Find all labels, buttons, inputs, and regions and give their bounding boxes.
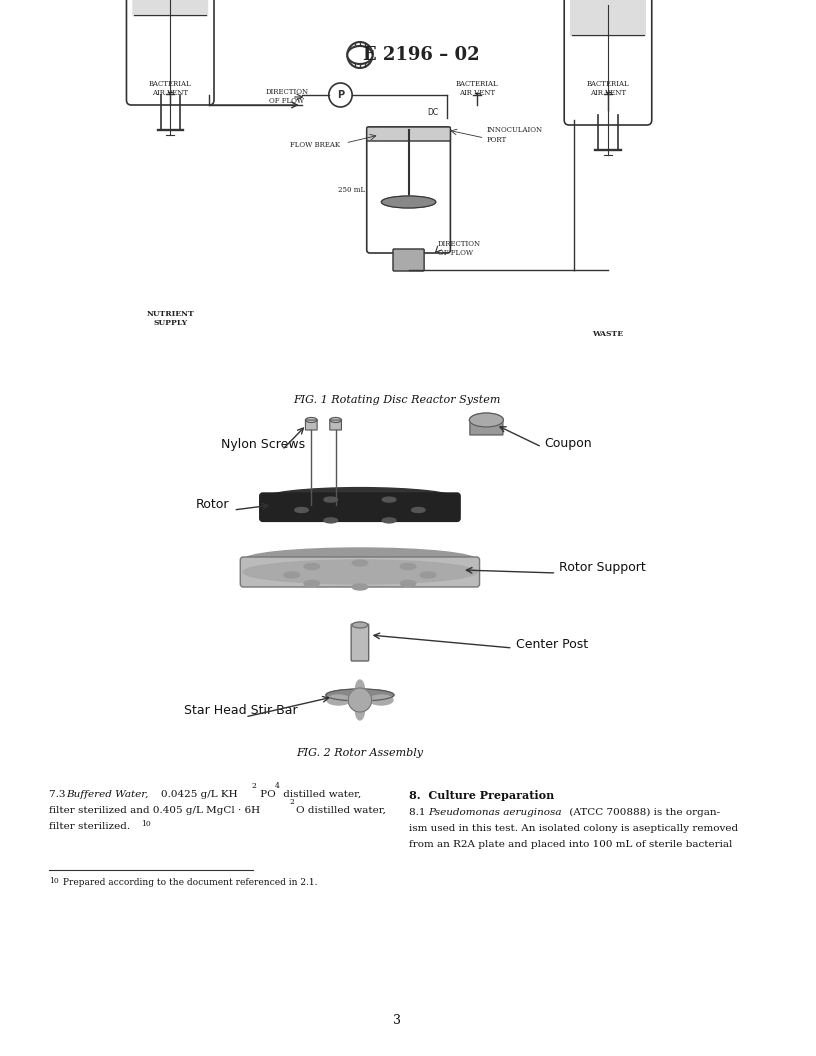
Ellipse shape: [381, 196, 436, 208]
Text: Buffered Water,: Buffered Water,: [66, 790, 152, 799]
Ellipse shape: [420, 572, 436, 578]
Text: Coupon: Coupon: [545, 437, 592, 450]
Text: NUTRIENT
SUPPLY: NUTRIENT SUPPLY: [146, 310, 194, 327]
Ellipse shape: [263, 488, 457, 510]
Text: Pseudomonas aeruginosa: Pseudomonas aeruginosa: [428, 808, 561, 817]
Ellipse shape: [353, 560, 368, 566]
Text: from an R2A plate and placed into 100 mL of sterile bacterial: from an R2A plate and placed into 100 mL…: [409, 840, 732, 849]
Text: 10: 10: [49, 876, 59, 885]
Text: DIRECTION
OF FLOW: DIRECTION OF FLOW: [437, 240, 481, 258]
Text: FIG. 1 Rotating Disc Reactor System: FIG. 1 Rotating Disc Reactor System: [293, 395, 500, 406]
FancyBboxPatch shape: [570, 0, 646, 37]
Ellipse shape: [324, 517, 338, 523]
Text: distilled water,: distilled water,: [280, 790, 361, 799]
Ellipse shape: [330, 417, 341, 422]
Ellipse shape: [305, 417, 317, 422]
Text: Rotor: Rotor: [195, 498, 228, 511]
Text: Star Head Stir Bar: Star Head Stir Bar: [184, 703, 298, 717]
Text: 2: 2: [251, 782, 256, 790]
Text: WASTE: WASTE: [592, 329, 623, 338]
Text: Center Post: Center Post: [516, 639, 588, 652]
Text: FIG. 2 Rotor Assembly: FIG. 2 Rotor Assembly: [296, 748, 424, 758]
Text: O distilled water,: O distilled water,: [295, 806, 386, 815]
Ellipse shape: [383, 497, 396, 502]
Text: Prepared according to the document referenced in 2.1.: Prepared according to the document refer…: [60, 878, 317, 887]
FancyBboxPatch shape: [470, 421, 503, 435]
Ellipse shape: [401, 564, 416, 569]
Ellipse shape: [263, 496, 457, 518]
Ellipse shape: [243, 560, 477, 584]
Text: 2: 2: [290, 798, 295, 806]
Ellipse shape: [324, 497, 338, 502]
Ellipse shape: [327, 695, 350, 705]
Text: BACTERIAL
AIR VENT: BACTERIAL AIR VENT: [587, 80, 629, 97]
Text: BACTERIAL
AIR VENT: BACTERIAL AIR VENT: [149, 80, 192, 97]
Text: PO: PO: [257, 790, 276, 799]
Ellipse shape: [326, 689, 394, 701]
FancyBboxPatch shape: [305, 420, 317, 430]
Ellipse shape: [401, 581, 416, 586]
Text: (ATCC 700888) is the organ-: (ATCC 700888) is the organ-: [566, 808, 721, 817]
FancyBboxPatch shape: [126, 0, 214, 105]
Text: Rotor Support: Rotor Support: [559, 562, 646, 574]
Text: filter sterilized and 0.405 g/L MgCl · 6H: filter sterilized and 0.405 g/L MgCl · 6…: [49, 806, 259, 815]
Text: 10: 10: [141, 821, 151, 828]
FancyBboxPatch shape: [351, 624, 369, 661]
Text: 8.  Culture Preparation: 8. Culture Preparation: [409, 790, 554, 802]
Text: Nylon Screws: Nylon Screws: [220, 438, 304, 451]
Text: 8.1: 8.1: [409, 808, 432, 817]
Text: FLOW BREAK: FLOW BREAK: [290, 142, 340, 149]
Text: 4: 4: [275, 782, 280, 790]
Text: DC: DC: [428, 108, 438, 117]
Ellipse shape: [243, 548, 477, 572]
Ellipse shape: [353, 622, 368, 628]
Circle shape: [348, 689, 371, 712]
Ellipse shape: [304, 564, 320, 569]
Text: E 2196 – 02: E 2196 – 02: [363, 46, 480, 64]
Ellipse shape: [383, 517, 396, 523]
Text: P: P: [337, 90, 344, 100]
Text: INNOCULAION
PORT: INNOCULAION PORT: [486, 127, 543, 144]
Text: ism used in this test. An isolated colony is aseptically removed: ism used in this test. An isolated colon…: [409, 824, 738, 833]
Ellipse shape: [355, 680, 365, 704]
FancyBboxPatch shape: [366, 127, 450, 253]
Ellipse shape: [284, 572, 299, 578]
Text: BACTERIAL
AIR VENT: BACTERIAL AIR VENT: [455, 80, 498, 97]
Ellipse shape: [304, 581, 320, 586]
Text: 250 mL: 250 mL: [338, 186, 365, 194]
FancyBboxPatch shape: [240, 557, 480, 587]
Ellipse shape: [353, 584, 368, 590]
FancyBboxPatch shape: [330, 420, 341, 430]
FancyBboxPatch shape: [259, 493, 460, 522]
Ellipse shape: [411, 508, 425, 512]
Text: DIRECTION
OF FLOW: DIRECTION OF FLOW: [265, 88, 308, 106]
Ellipse shape: [295, 508, 308, 512]
Text: 7.3: 7.3: [49, 790, 72, 799]
FancyBboxPatch shape: [132, 0, 208, 17]
Text: filter sterilized.: filter sterilized.: [49, 822, 130, 831]
Ellipse shape: [348, 46, 373, 64]
Ellipse shape: [469, 413, 503, 427]
FancyBboxPatch shape: [564, 0, 652, 125]
Text: 0.0425 g/L KH: 0.0425 g/L KH: [161, 790, 237, 799]
FancyBboxPatch shape: [393, 249, 424, 271]
FancyBboxPatch shape: [366, 127, 450, 142]
Ellipse shape: [355, 696, 365, 720]
Text: 3: 3: [392, 1014, 401, 1026]
Ellipse shape: [370, 695, 393, 705]
